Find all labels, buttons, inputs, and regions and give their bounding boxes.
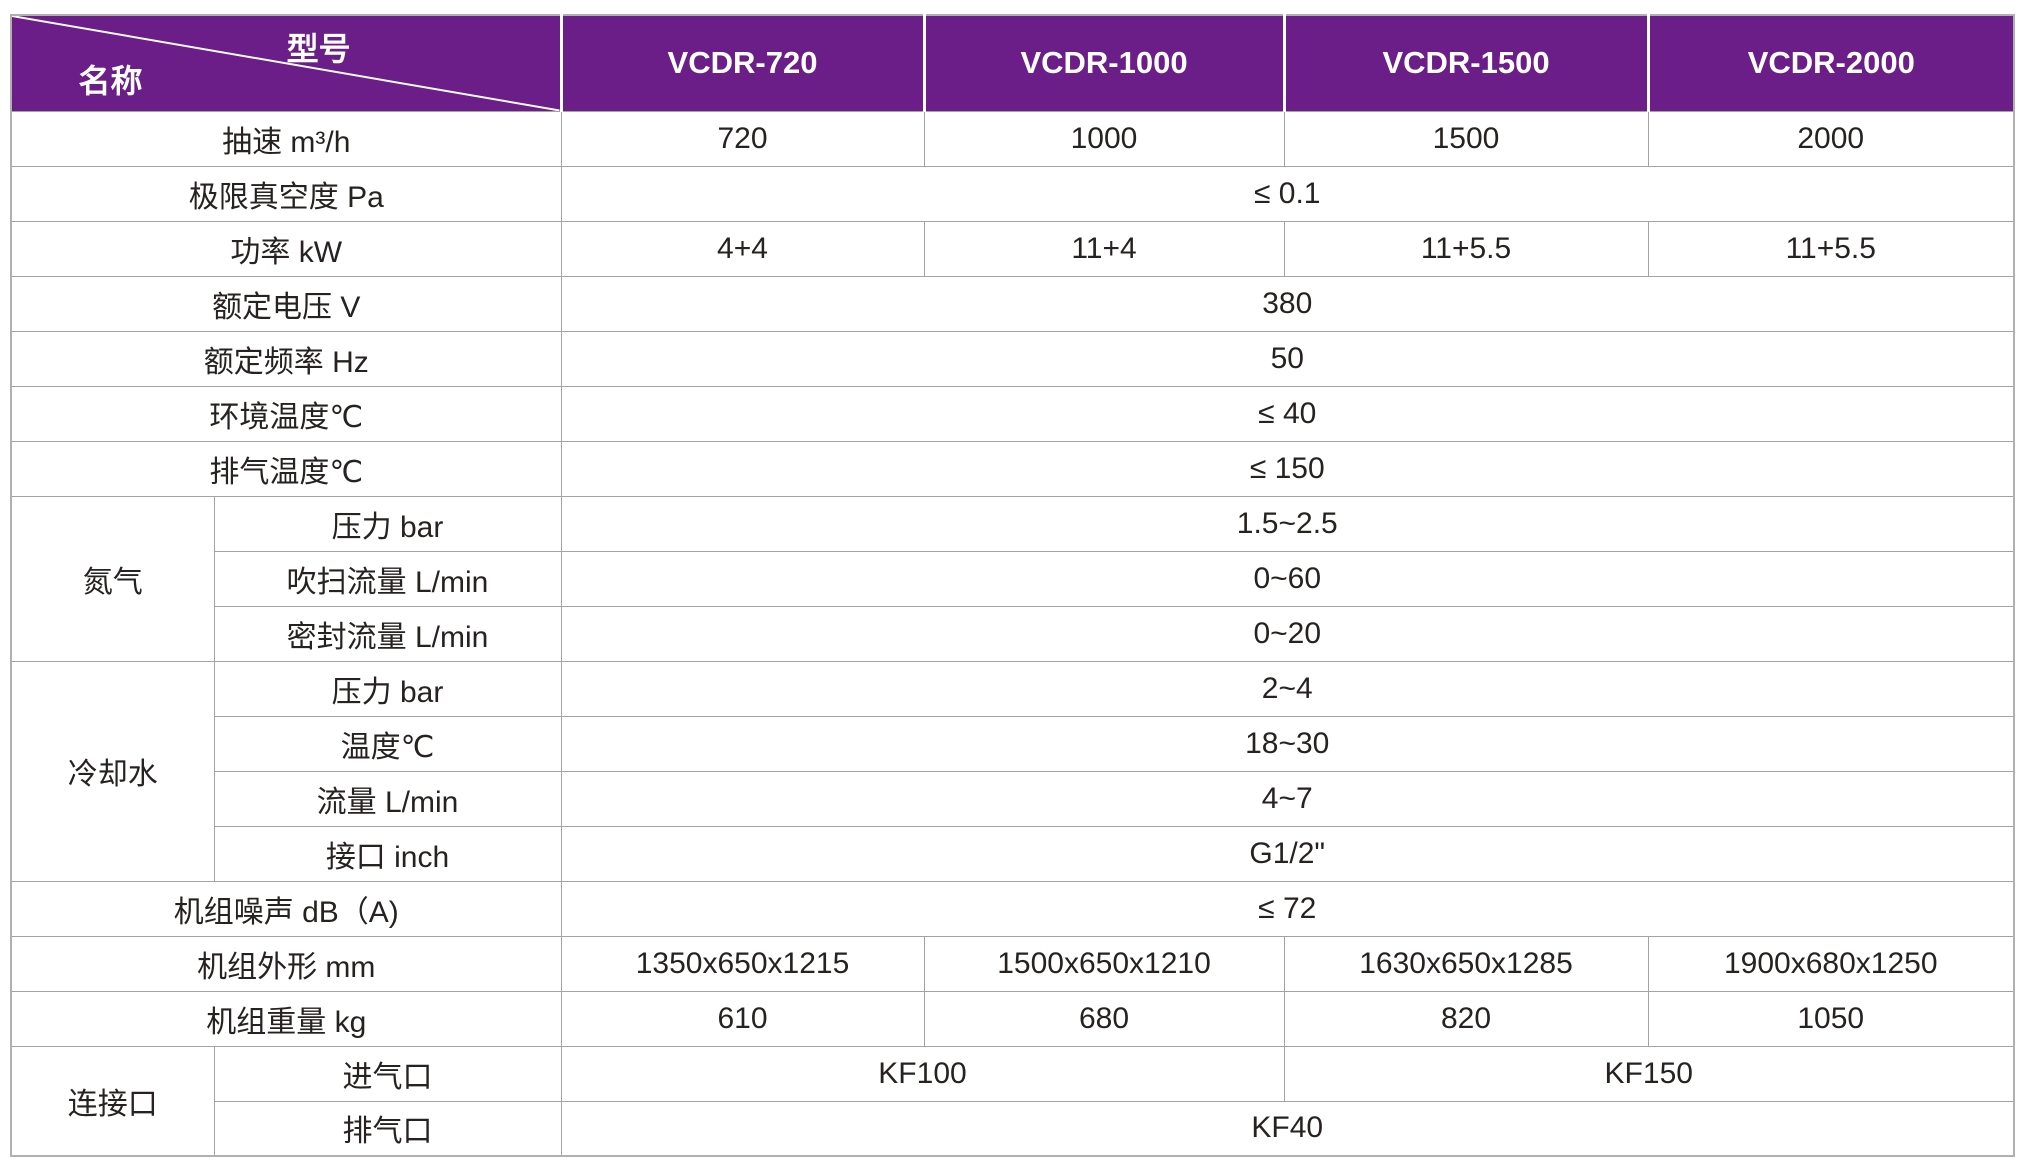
row-label: 额定频率 Hz	[10, 330, 562, 387]
row-rated-voltage: 额定电压 V 380	[10, 275, 2015, 332]
group-label-connections: 连接口	[10, 1045, 215, 1157]
cell-value: 1350x650x1215	[560, 935, 925, 992]
cell-value-span: KF150	[1283, 1045, 2015, 1102]
sub-row-label: 进气口	[213, 1045, 562, 1102]
row-noise: 机组噪声 dB（A) ≤ 72	[10, 880, 2015, 937]
diagonal-divider	[12, 16, 560, 110]
cell-value: 1630x650x1285	[1283, 935, 1649, 992]
cell-value: 820	[1283, 990, 1649, 1047]
cell-value-span: KF100	[560, 1045, 1285, 1102]
row-label: 环境温度℃	[10, 385, 562, 442]
cell-value-span: 0~20	[560, 605, 2015, 662]
row-nitrogen-purge-flow: 吹扫流量 L/min 0~60	[11, 550, 2015, 607]
cell-value-span: 18~30	[560, 715, 2015, 772]
group-label-nitrogen: 氮气	[10, 495, 215, 662]
row-label: 抽速 m³/h	[10, 110, 562, 167]
row-ultimate-vacuum: 极限真空度 Pa ≤ 0.1	[10, 165, 2015, 222]
row-nitrogen-pressure: 氮气 压力 bar 1.5~2.5	[10, 495, 2015, 662]
row-inlet: 连接口 进气口 KF100 KF150	[10, 1045, 2015, 1157]
sub-row-label: 吹扫流量 L/min	[213, 550, 562, 607]
sub-row-label: 接口 inch	[213, 825, 562, 882]
cell-value: 1050	[1647, 990, 2015, 1047]
cell-value-span: KF40	[560, 1100, 2015, 1157]
cell-value: 11+4	[923, 220, 1285, 277]
row-nitrogen-seal-flow: 密封流量 L/min 0~20	[11, 605, 2015, 662]
row-cooling-pressure: 冷却水 压力 bar 2~4	[10, 660, 2015, 882]
header-model-vcdr-1500: VCDR-1500	[1282, 15, 1648, 112]
row-power: 功率 kW 4+4 11+4 11+5.5 11+5.5	[10, 220, 2015, 277]
cell-value: 1500x650x1210	[923, 935, 1285, 992]
cell-value-span: ≤ 40	[560, 385, 2015, 442]
row-pumping-speed: 抽速 m³/h 720 1000 1500 2000	[10, 110, 2015, 167]
row-label: 机组重量 kg	[10, 990, 562, 1047]
cell-value-span: ≤ 0.1	[560, 165, 2015, 222]
cell-value: 2000	[1647, 110, 2015, 167]
cell-value: 680	[923, 990, 1285, 1047]
header-corner-cell: 型号 名称	[11, 15, 561, 112]
row-exhaust-temp: 排气温度℃ ≤ 150	[10, 440, 2015, 497]
row-label: 额定电压 V	[10, 275, 562, 332]
row-rated-frequency: 额定频率 Hz 50	[10, 330, 2015, 387]
cell-value-span: G1/2"	[560, 825, 2015, 882]
cell-value-span: 4~7	[560, 770, 2015, 827]
header-model-vcdr-1000: VCDR-1000	[922, 15, 1284, 112]
group-label-cooling-water: 冷却水	[10, 660, 215, 882]
row-cooling-temp: 温度℃ 18~30	[11, 715, 2015, 772]
header-model-vcdr-2000: VCDR-2000	[1646, 15, 2014, 112]
corner-name-label: 名称	[78, 63, 143, 100]
header-model-vcdr-720: VCDR-720	[559, 15, 924, 112]
cell-value-span: 2~4	[560, 660, 2015, 717]
header-row: 型号 名称 VCDR-720 VCDR-1000 VCDR-1500 VCDR-…	[11, 15, 2014, 112]
row-cooling-flow: 流量 L/min 4~7	[11, 770, 2015, 827]
row-label: 机组外形 mm	[10, 935, 562, 992]
cell-value: 11+5.5	[1283, 220, 1649, 277]
cell-value: 720	[560, 110, 925, 167]
sub-row-label: 流量 L/min	[213, 770, 562, 827]
row-label: 功率 kW	[10, 220, 562, 277]
row-weight: 机组重量 kg 610 680 820 1050	[10, 990, 2015, 1047]
cell-value-span: ≤ 72	[560, 880, 2015, 937]
cell-value-span: 380	[560, 275, 2015, 332]
cell-value-span: 1.5~2.5	[560, 495, 2015, 552]
cell-value-span: ≤ 150	[560, 440, 2015, 497]
spec-table: 型号 名称 VCDR-720 VCDR-1000 VCDR-1500 VCDR-…	[10, 14, 2015, 1157]
row-label: 机组噪声 dB（A)	[10, 880, 562, 937]
sub-row-label: 密封流量 L/min	[213, 605, 562, 662]
row-label: 极限真空度 Pa	[10, 165, 562, 222]
sub-row-label: 排气口	[213, 1100, 562, 1157]
row-cooling-port: 接口 inch G1/2"	[11, 825, 2015, 882]
row-label: 排气温度℃	[10, 440, 562, 497]
sub-row-label: 压力 bar	[213, 495, 562, 552]
cell-value-span: 0~60	[560, 550, 2015, 607]
cell-value: 1000	[923, 110, 1285, 167]
sub-row-label: 压力 bar	[213, 660, 562, 717]
corner-model-label: 型号	[286, 31, 351, 68]
row-dimensions: 机组外形 mm 1350x650x1215 1500x650x1210 1630…	[10, 935, 2015, 992]
row-outlet: 排气口 KF40	[11, 1100, 2015, 1157]
cell-value: 610	[560, 990, 925, 1047]
cell-value: 1500	[1283, 110, 1649, 167]
cell-value: 11+5.5	[1647, 220, 2015, 277]
cell-value-span: 50	[560, 330, 2015, 387]
sub-row-label: 温度℃	[213, 715, 562, 772]
row-ambient-temp: 环境温度℃ ≤ 40	[10, 385, 2015, 442]
cell-value: 1900x680x1250	[1647, 935, 2015, 992]
cell-value: 4+4	[560, 220, 925, 277]
